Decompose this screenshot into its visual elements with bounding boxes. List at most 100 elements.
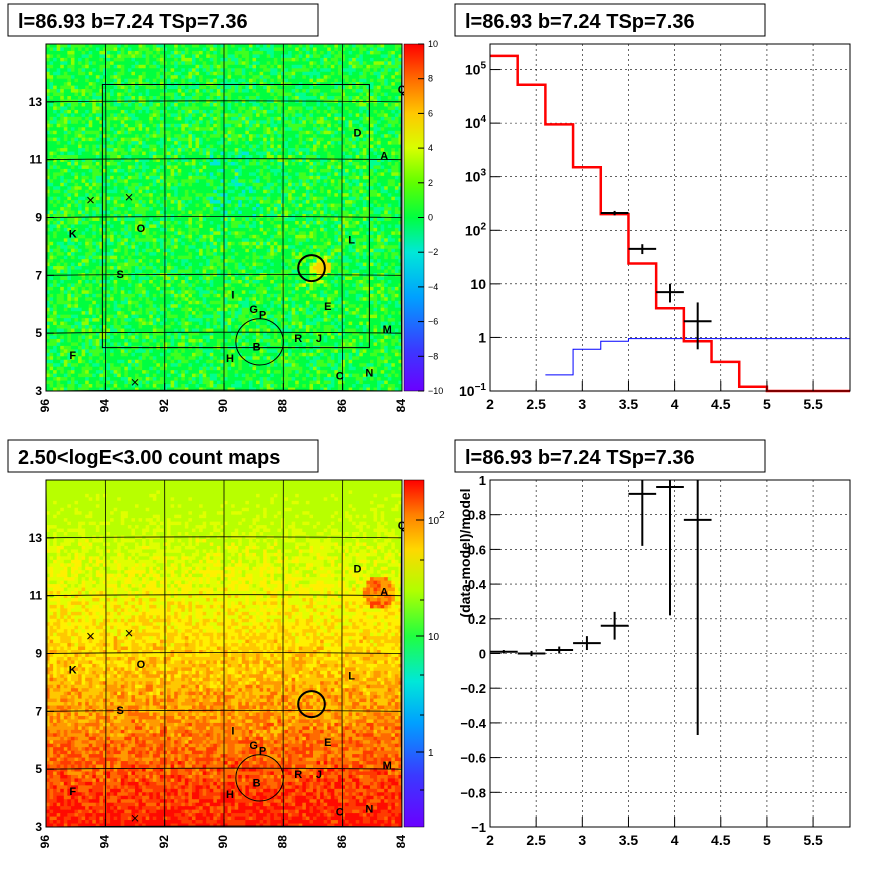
heatmap-cell <box>46 200 51 205</box>
heatmap-cell <box>163 196 168 201</box>
heatmap-cell <box>394 68 400 73</box>
heatmap-cell <box>88 155 93 160</box>
heatmap-cell <box>270 193 275 198</box>
heatmap-cell <box>199 207 204 212</box>
heatmap-cell <box>67 172 72 177</box>
heatmap-cell <box>323 130 328 135</box>
heatmap-cell <box>380 210 385 215</box>
heatmap-cell <box>117 127 122 132</box>
heatmap-cell <box>184 189 189 194</box>
heatmap-cell <box>327 109 332 114</box>
heatmap-cell <box>49 134 54 139</box>
heatmap-cell <box>224 54 229 59</box>
heatmap-cell <box>49 165 54 170</box>
heatmap-cell <box>270 78 275 83</box>
heatmap-cell <box>369 64 375 69</box>
heatmap-cell <box>234 68 239 73</box>
heatmap-cell <box>163 54 168 59</box>
heatmap-cell <box>191 109 197 114</box>
heatmap-cell <box>316 155 321 160</box>
heatmap-cell <box>330 78 335 83</box>
heatmap-cell <box>398 155 402 160</box>
heatmap-cell <box>199 134 204 139</box>
heatmap-cell <box>167 116 172 121</box>
heatmap-cell <box>145 85 150 90</box>
heatmap-cell <box>330 75 335 80</box>
heatmap-cell <box>206 57 211 62</box>
heatmap-cell <box>241 148 246 153</box>
heatmap-cell <box>284 148 289 153</box>
heatmap-cell <box>199 61 204 66</box>
heatmap-cell <box>95 68 100 73</box>
heatmap-cell <box>56 64 61 69</box>
heatmap-cell <box>298 85 303 90</box>
heatmap-cell <box>323 68 328 73</box>
heatmap-cell <box>202 134 207 139</box>
heatmap-cell <box>63 57 68 62</box>
heatmap-cell <box>159 155 165 160</box>
heatmap-cell <box>241 120 246 125</box>
heatmap-cell <box>256 155 261 160</box>
heatmap-cell <box>60 68 65 73</box>
heatmap-cell <box>348 116 353 121</box>
heatmap-cell <box>95 134 100 139</box>
heatmap-cell <box>174 106 179 111</box>
heatmap-cell <box>263 141 268 146</box>
heatmap-cell <box>124 214 129 219</box>
heatmap-cell <box>213 92 218 97</box>
heatmap-cell <box>202 99 207 104</box>
heatmap-cell <box>284 137 289 142</box>
heatmap-cell <box>188 207 193 212</box>
heatmap-cell <box>263 106 268 111</box>
heatmap-cell <box>295 200 300 205</box>
heatmap-cell <box>256 44 261 49</box>
heatmap-cell <box>313 109 318 114</box>
heatmap-cell <box>206 85 211 90</box>
heatmap-cell <box>227 175 232 180</box>
heatmap-cell <box>53 109 58 114</box>
heatmap-cell <box>266 151 271 156</box>
heatmap-cell <box>177 116 182 121</box>
heatmap-cell <box>309 196 314 201</box>
heatmap-cell <box>74 148 79 153</box>
heatmap-cell <box>202 165 207 170</box>
heatmap-cell <box>149 50 154 56</box>
heatmap-cell <box>238 102 243 108</box>
heatmap-cell <box>49 71 54 76</box>
heatmap-cell <box>248 186 254 191</box>
heatmap-cell <box>184 207 189 212</box>
heatmap-cell <box>220 127 225 132</box>
heatmap-cell <box>177 102 182 108</box>
heatmap-cell <box>252 64 257 69</box>
heatmap-cell <box>256 175 261 180</box>
heatmap-cell <box>145 144 150 149</box>
heatmap-cell <box>209 75 214 80</box>
heatmap-cell <box>85 61 90 66</box>
heatmap-cell <box>355 168 360 173</box>
heatmap-cell <box>273 78 278 83</box>
heatmap-cell <box>345 96 350 101</box>
heatmap-cell <box>259 168 264 173</box>
heatmap-cell <box>266 123 271 128</box>
heatmap-cell <box>380 120 385 125</box>
heatmap-cell <box>291 78 296 83</box>
heatmap-cell <box>70 109 76 114</box>
heatmap-cell <box>156 127 161 132</box>
heatmap-cell <box>345 106 350 111</box>
heatmap-cell <box>177 165 182 170</box>
heatmap-cell <box>369 127 375 132</box>
heatmap-cell <box>337 123 343 128</box>
heatmap-cell <box>56 109 61 114</box>
heatmap-cell <box>295 102 300 108</box>
heatmap-cell <box>241 144 246 149</box>
heatmap-cell <box>170 120 175 125</box>
heatmap-cell <box>149 161 154 167</box>
heatmap-cell <box>78 82 83 87</box>
heatmap-cell <box>110 109 115 114</box>
heatmap-cell <box>88 71 93 76</box>
heatmap-cell <box>95 137 100 142</box>
heatmap-cell <box>159 168 165 173</box>
heatmap-cell <box>49 148 54 153</box>
heatmap-cell <box>316 193 321 198</box>
heatmap-cell <box>120 151 125 156</box>
